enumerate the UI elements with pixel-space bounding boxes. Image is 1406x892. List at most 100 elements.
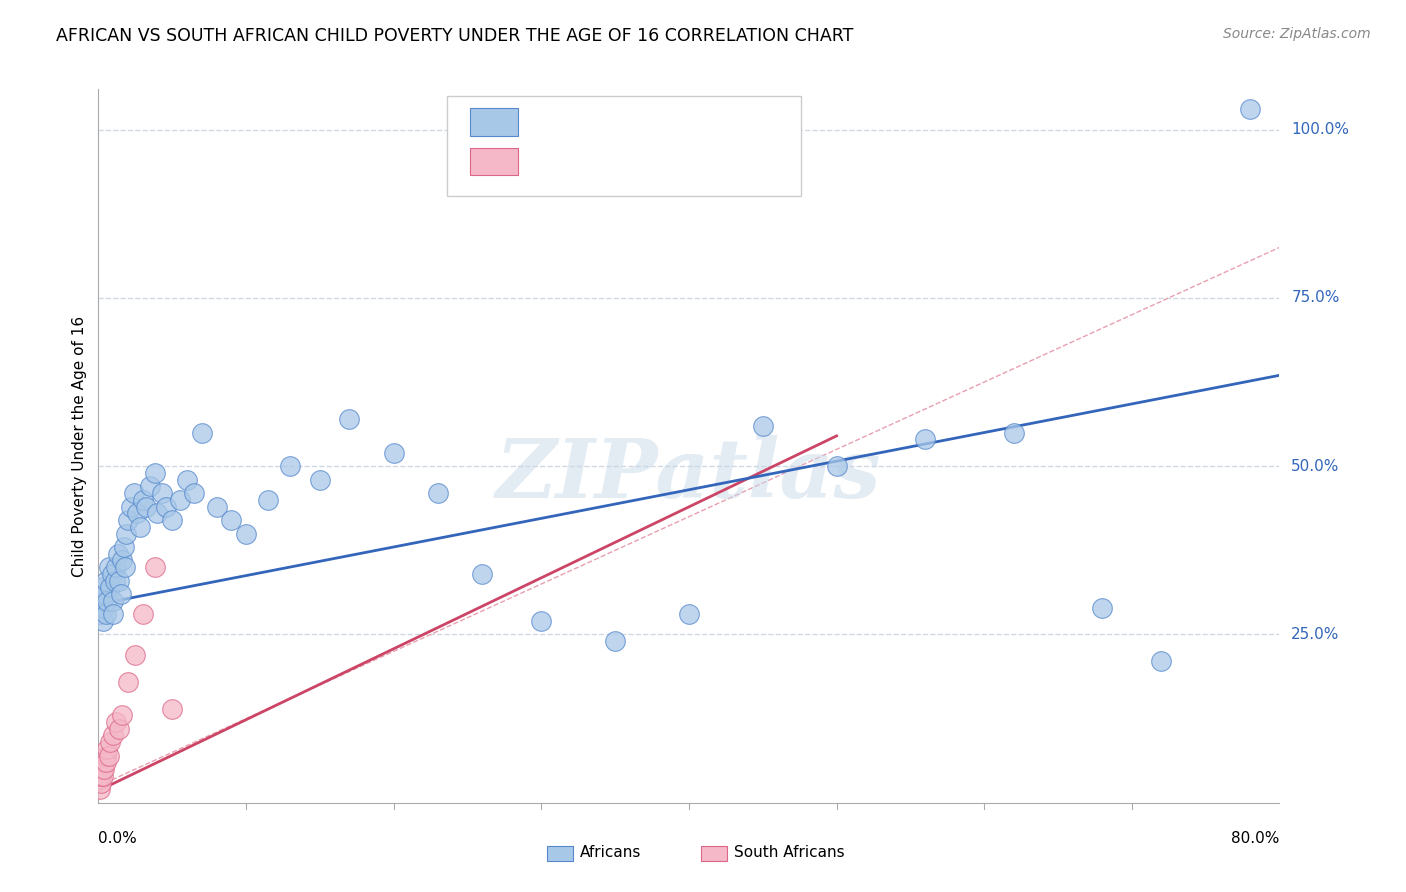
Point [605, 634, 627, 648]
Point [98, 735, 121, 749]
Point [111, 708, 134, 723]
Point [235, 526, 257, 541]
Point [150, 486, 173, 500]
Point [105, 714, 128, 729]
Point [117, 674, 139, 689]
Point [1091, 600, 1114, 615]
Point [107, 547, 129, 561]
Point [96, 742, 118, 756]
Text: 0.0%: 0.0% [98, 831, 138, 847]
Bar [700, 846, 727, 862]
Point [90, 769, 112, 783]
Text: ZIPatlas: ZIPatlas [496, 434, 882, 515]
Point [103, 729, 125, 743]
Point [98, 580, 121, 594]
Bar [471, 148, 517, 175]
Point [135, 500, 157, 514]
Point [90, 594, 112, 608]
Point [91, 769, 114, 783]
Bar [471, 109, 517, 136]
Point [108, 722, 131, 736]
Point [257, 492, 280, 507]
Point [530, 614, 553, 628]
Point [108, 574, 131, 588]
Point [112, 540, 135, 554]
Point [162, 701, 183, 715]
Point [103, 594, 125, 608]
Point [104, 574, 127, 588]
Point [93, 600, 115, 615]
Text: South Africans: South Africans [734, 846, 845, 860]
Point [155, 500, 177, 514]
Point [103, 607, 125, 622]
Point [169, 492, 191, 507]
Point [128, 520, 150, 534]
Point [132, 492, 155, 507]
FancyBboxPatch shape [447, 96, 801, 196]
Point [93, 762, 115, 776]
Point [191, 425, 214, 440]
Point [97, 560, 120, 574]
Point [94, 748, 117, 763]
Point [115, 526, 138, 541]
Text: R = 0.448   N = 60: R = 0.448 N = 60 [530, 113, 686, 131]
Point [105, 560, 128, 574]
Point [90, 775, 112, 789]
Text: 75.0%: 75.0% [1291, 291, 1340, 305]
Text: R =  0.813   N =  21: R = 0.813 N = 21 [530, 153, 697, 170]
Point [176, 473, 198, 487]
Point [111, 553, 134, 567]
Point [309, 473, 332, 487]
Point [162, 513, 183, 527]
Text: 50.0%: 50.0% [1291, 458, 1340, 474]
Point [96, 594, 118, 608]
Point [120, 500, 142, 514]
Point [124, 648, 146, 662]
Point [825, 459, 848, 474]
Point [93, 756, 115, 770]
Point [114, 560, 136, 574]
Point [146, 506, 169, 520]
Point [427, 486, 450, 500]
Point [91, 580, 114, 594]
Point [471, 566, 494, 581]
Point [97, 748, 120, 763]
Text: Africans: Africans [581, 846, 641, 860]
Text: Source: ZipAtlas.com: Source: ZipAtlas.com [1223, 27, 1371, 41]
Point [1002, 425, 1025, 440]
Point [382, 446, 405, 460]
Point [914, 432, 936, 446]
Point [122, 486, 145, 500]
Point [117, 513, 139, 527]
Point [1239, 103, 1261, 117]
Bar [547, 846, 574, 862]
Point [132, 607, 155, 622]
Point [94, 574, 117, 588]
Point [1150, 655, 1173, 669]
Text: AFRICAN VS SOUTH AFRICAN CHILD POVERTY UNDER THE AGE OF 16 CORRELATION CHART: AFRICAN VS SOUTH AFRICAN CHILD POVERTY U… [56, 27, 853, 45]
Point [219, 513, 242, 527]
Point [143, 560, 166, 574]
Text: 80.0%: 80.0% [1232, 831, 1279, 847]
Point [91, 762, 114, 776]
Text: 25.0%: 25.0% [1291, 627, 1340, 642]
Point [89, 607, 111, 622]
Point [139, 479, 162, 493]
Text: 100.0%: 100.0% [1291, 122, 1350, 137]
Point [751, 418, 773, 433]
Point [183, 486, 205, 500]
Point [205, 500, 228, 514]
Point [94, 756, 117, 770]
Point [110, 587, 132, 601]
Point [125, 506, 148, 520]
Point [89, 782, 111, 797]
Point [100, 566, 122, 581]
Point [94, 607, 117, 622]
Y-axis label: Child Poverty Under the Age of 16: Child Poverty Under the Age of 16 [72, 316, 87, 576]
Point [678, 607, 700, 622]
Point [93, 587, 115, 601]
Point [337, 412, 360, 426]
Point [91, 614, 114, 628]
Point [278, 459, 302, 474]
Point [143, 466, 166, 480]
